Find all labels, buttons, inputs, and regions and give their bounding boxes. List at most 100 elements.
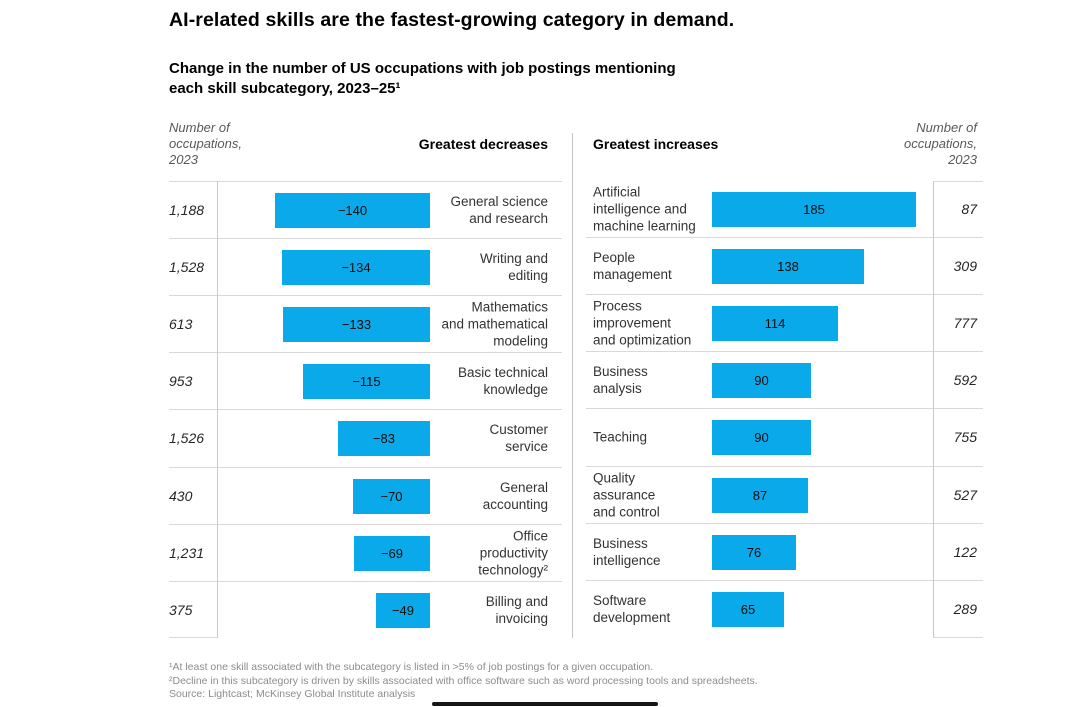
category-label: People management [593, 250, 672, 283]
decrease-bar: −70 [353, 478, 430, 514]
decreases-panel-heading: Greatest decreases [418, 136, 548, 152]
decrease-bar: −69 [354, 535, 430, 571]
bar-value-label: −83 [372, 431, 396, 447]
occupations-2023-value: 953 [169, 373, 193, 390]
right-number-column-divider-line [933, 181, 934, 638]
increase-bar: 114 [712, 306, 838, 342]
occupations-2023-value: 289 [953, 601, 977, 618]
decrease-bar: −83 [338, 421, 430, 457]
bar-value-label: 185 [803, 202, 825, 217]
table-row: 375 −49 Billing and invoicing [169, 582, 562, 639]
category-label: Writing and editing [479, 251, 548, 284]
increase-bar: 65 [712, 591, 784, 627]
table-row: Artificial intelligence and machine lear… [586, 181, 983, 239]
footnote-2: ²Decline in this subcategory is driven b… [169, 674, 758, 687]
table-row: 953 −115 Basic technical knowledge [169, 353, 562, 411]
increase-bar: 185 [712, 192, 916, 227]
decrease-bar: −49 [376, 592, 430, 628]
occupations-2023-value: 1,528 [169, 259, 205, 276]
bar-value-label: −69 [380, 545, 404, 561]
bar-value-label: −133 [341, 317, 372, 333]
category-label: Basic technical knowledge [457, 365, 548, 398]
category-label: Software development [593, 593, 671, 626]
table-row: 1,188 −140 General science and research [169, 182, 562, 240]
right-occupations-column-header: Number of occupations, 2023 [904, 120, 977, 167]
category-label: Office productivity technology² [478, 528, 548, 578]
bar-value-label: 76 [746, 544, 762, 560]
occupations-2023-value: 592 [953, 372, 977, 389]
category-label: Quality assurance and control [593, 470, 660, 520]
bottom-scroll-indicator[interactable] [432, 702, 658, 706]
occupations-2023-value: 1,526 [169, 430, 205, 447]
bar-value-label: −70 [380, 488, 403, 504]
bar-value-label: 138 [777, 259, 799, 275]
bar-value-label: 90 [754, 430, 769, 446]
table-row: Teaching 90 755 [586, 409, 983, 467]
footnotes: ¹At least one skill associated with the … [169, 661, 758, 702]
table-row: 1,526 −83 Customer service [169, 410, 562, 468]
category-label: Artificial intelligence and machine lear… [593, 184, 696, 234]
bar-value-label: −115 [352, 374, 381, 390]
right-number-column-top-border [933, 181, 983, 182]
table-row: Business analysis 90 592 [586, 352, 983, 410]
occupations-2023-value: 755 [953, 429, 977, 446]
left-occupations-column-header: Number of occupations, 2023 [169, 120, 242, 167]
category-label: Process improvement and optimization [593, 298, 692, 348]
table-row: Software development 65 289 [586, 581, 983, 638]
center-panel-divider-line [572, 133, 573, 638]
footnote-1: ¹At least one skill associated with the … [169, 661, 654, 673]
table-row: 613 −133 Mathematics and mathematical mo… [169, 296, 562, 354]
category-label: Customer service [489, 422, 548, 455]
decrease-bar: −115 [303, 364, 430, 400]
occupations-2023-value: 122 [953, 543, 977, 560]
occupations-2023-value: 309 [953, 258, 977, 275]
occupations-2023-value: 527 [953, 486, 977, 503]
table-row: Business intelligence 76 122 [586, 524, 983, 581]
table-row: Process improvement and optimization 114… [586, 295, 983, 353]
category-label: Business intelligence [593, 535, 661, 568]
bar-value-label: 114 [764, 316, 786, 332]
occupations-2023-value: 777 [953, 315, 977, 332]
decrease-bar: −134 [282, 250, 430, 286]
occupations-2023-value: 613 [169, 316, 193, 333]
bar-value-label: −134 [341, 260, 371, 276]
bar-value-label: 87 [752, 487, 768, 503]
decrease-bar: −140 [275, 193, 430, 228]
bar-value-label: 90 [754, 373, 769, 389]
increase-bar: 87 [712, 477, 808, 513]
increase-bar: 90 [712, 363, 811, 399]
table-row: 1,528 −134 Writing and editing [169, 239, 562, 297]
category-label: General science and research [450, 194, 548, 227]
right-number-column-bottom-border [933, 637, 983, 638]
increase-bar: 90 [712, 420, 811, 456]
chart-title: AI-related skills are the fastest-growin… [169, 9, 735, 31]
decrease-bar: −133 [283, 307, 430, 343]
category-label: Business analysis [593, 364, 648, 397]
table-row: 430 −70 General accounting [169, 468, 562, 525]
bar-value-label: −140 [337, 203, 368, 218]
category-label: Teaching [593, 429, 648, 445]
occupations-2023-value: 1,231 [169, 544, 205, 561]
source-line: Source: Lightcast; McKinsey Global Insti… [169, 688, 416, 700]
bar-value-label: 65 [740, 601, 756, 617]
occupations-2023-value: 375 [169, 602, 193, 619]
left-number-column-bottom-border [169, 637, 217, 638]
occupations-2023-value: 87 [961, 201, 977, 218]
bar-value-label: −49 [391, 602, 415, 618]
category-label: Billing and invoicing [485, 594, 548, 627]
decreases-table: 1,188 −140 General science and research … [169, 181, 562, 639]
table-row: 1,231 −69 Office productivity technology… [169, 525, 562, 582]
occupations-2023-value: 430 [169, 487, 193, 504]
table-row: People management 138 309 [586, 238, 983, 296]
category-label: Mathematics and mathematical modeling [441, 299, 548, 349]
increase-bar: 138 [712, 249, 864, 285]
table-row: Quality assurance and control 87 527 [586, 467, 983, 524]
occupations-2023-value: 1,188 [169, 202, 205, 219]
chart-subtitle: Change in the number of US occupations w… [169, 60, 676, 97]
left-number-column-divider-line [217, 181, 218, 638]
increases-table: Artificial intelligence and machine lear… [586, 181, 983, 638]
category-label: General accounting [482, 479, 548, 512]
increase-bar: 76 [712, 534, 796, 570]
increases-panel-heading: Greatest increases [593, 136, 719, 152]
